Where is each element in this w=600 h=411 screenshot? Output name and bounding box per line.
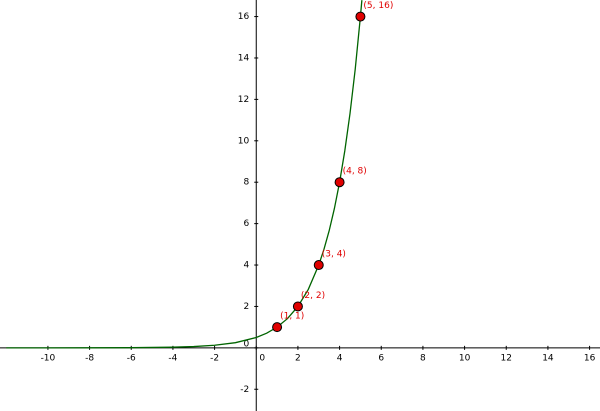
y-tick-label: 12 (238, 95, 249, 105)
point-label: (5, 16) (363, 1, 393, 11)
x-tick-label: -4 (168, 353, 177, 363)
point-label: (4, 8) (343, 167, 367, 177)
y-tick-label: 16 (238, 12, 250, 22)
y-tick-label: 6 (244, 219, 250, 229)
point (334, 177, 345, 188)
curve (6, 0, 363, 349)
y-tick-label: 0 (244, 339, 250, 349)
x-tick-label: 12 (501, 353, 512, 363)
y-tick-label: 4 (244, 261, 250, 271)
point-label: (1, 1) (280, 312, 304, 322)
point-label: (2, 2) (301, 291, 325, 301)
x-tick-label: 8 (420, 353, 426, 363)
point-label: (3, 4) (322, 250, 346, 260)
plot-area (6, 0, 363, 349)
x-tick-label: 14 (542, 353, 554, 363)
y-tick-label: 14 (238, 53, 250, 63)
x-tick-label: -6 (127, 353, 136, 363)
point (355, 11, 366, 22)
x-tick-label: -2 (210, 353, 219, 363)
point (292, 301, 303, 312)
y-tick-label: 2 (244, 302, 250, 312)
x-tick-label: -8 (85, 353, 94, 363)
x-tick-label: 2 (295, 353, 301, 363)
x-tick-label: 4 (337, 353, 343, 363)
x-tick-label: 16 (584, 353, 596, 363)
x-tick-label: -10 (41, 353, 56, 363)
y-tick-label: -2 (240, 385, 249, 395)
y-tick-label: 8 (244, 178, 250, 188)
y-tick-label: 10 (238, 136, 250, 146)
x-tick-label: 6 (378, 353, 384, 363)
x-tick-label: 10 (459, 353, 471, 363)
point (272, 322, 283, 333)
point (313, 260, 324, 271)
x-tick-label: 0 (259, 353, 265, 363)
